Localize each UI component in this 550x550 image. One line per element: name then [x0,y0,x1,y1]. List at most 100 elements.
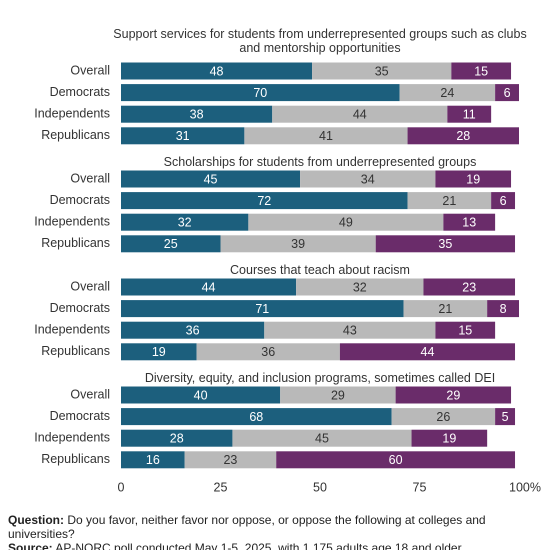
bar-segment [121,451,185,469]
bar-segment [121,213,249,231]
bar-segment [244,127,408,145]
bar-segment [339,343,516,361]
value-label: 35 [438,237,452,251]
value-label: 44 [353,107,367,121]
category-label: Independents [34,214,110,228]
value-label: 32 [178,215,192,229]
value-label: 11 [463,107,476,121]
bar-segment [121,321,265,339]
value-label: 8 [500,302,507,316]
x-tick-label: 0 [118,480,125,494]
value-label: 29 [446,388,460,402]
bar-segment [491,192,516,210]
question-text: Do you favor, neither favor nor oppose, … [8,513,486,541]
value-label: 38 [190,107,204,121]
bar-segment [121,278,297,296]
value-label: 29 [331,388,345,402]
bar-segment [411,429,488,447]
category-label: Democrats [50,193,110,207]
category-label: Republicans [41,452,110,466]
bar-segment [312,62,452,80]
bar-segment [121,343,197,361]
question: Question: Do you favor, neither favor no… [8,513,538,541]
chart: Overall 48 35 15 Democrats 70 24 6 Independents 3… [34,62,541,494]
value-label: 43 [343,323,357,337]
bar-segment [264,321,436,339]
category-label: Independents [34,430,110,444]
value-label: 45 [315,431,329,445]
bar-segment [220,235,376,253]
bar-segment [121,127,245,145]
bar-segment [184,451,277,469]
x-tick-label: 75 [413,480,427,494]
value-label: 34 [361,172,375,186]
value-label: 15 [474,64,488,78]
value-label: 70 [253,86,267,100]
bar-segment [280,386,396,404]
category-label: Republicans [41,344,110,358]
bar-segment [121,408,392,426]
value-label: 13 [462,215,476,229]
bar-segment [375,235,516,253]
x-tick-label: 50 [313,480,327,494]
value-label: 23 [462,280,476,294]
category-label: Republicans [41,236,110,250]
bar-segment [495,408,516,426]
x-tick-label: 100% [509,480,541,494]
panel-title: Scholarships for students from underrepr… [163,155,477,169]
bar-segment [447,105,492,123]
value-label: 36 [261,345,275,359]
value-label: 68 [249,410,263,424]
bar-segment [399,84,496,102]
bar-segment [407,127,519,145]
value-label: 39 [291,237,305,251]
value-label: 6 [504,86,511,100]
panel-title: Courses that teach about racism [230,263,410,277]
panel-title: Support services for students from under… [113,27,527,55]
value-label: 16 [146,453,160,467]
value-label: 28 [456,129,470,143]
question-label: Question: [8,513,64,527]
value-label: 28 [170,431,184,445]
bar-segment [121,386,281,404]
value-label: 49 [339,215,353,229]
category-label: Overall [70,279,110,293]
bar-segment [232,429,412,447]
value-label: 44 [421,345,435,359]
value-label: 19 [466,172,480,186]
value-label: 25 [164,237,178,251]
bar-segment [451,62,512,80]
category-label: Independents [34,106,110,120]
value-label: 60 [389,453,403,467]
panel-title: Diversity, equity, and inclusion program… [144,371,496,385]
source: Source: AP-NORC poll conducted May 1-5, … [8,541,538,550]
value-label: 24 [440,86,454,100]
bar-segment [121,235,221,253]
bar-segment [121,300,404,318]
bar-segment [423,278,516,296]
value-label: 40 [194,388,208,402]
bar-segment [403,300,488,318]
bar-segment [435,321,496,339]
category-label: Overall [70,171,110,185]
value-label: 32 [353,280,367,294]
bar-segment [248,213,444,231]
source-text: AP-NORC poll conducted May 1-5, 2025, wi… [55,541,462,550]
bar-segment [443,213,496,231]
category-label: Overall [70,63,110,77]
category-label: Democrats [50,409,110,423]
value-label: 41 [319,129,333,143]
source-label: Source: [8,541,53,550]
value-label: 45 [204,172,218,186]
bar-segment [435,170,512,188]
bar-segment [407,192,492,210]
bar-segment [196,343,340,361]
value-label: 35 [375,64,389,78]
value-label: 21 [442,194,456,208]
value-label: 44 [202,280,216,294]
value-label: 19 [442,431,456,445]
category-label: Republicans [41,128,110,142]
bar-segment [121,62,313,80]
category-label: Independents [34,322,110,336]
